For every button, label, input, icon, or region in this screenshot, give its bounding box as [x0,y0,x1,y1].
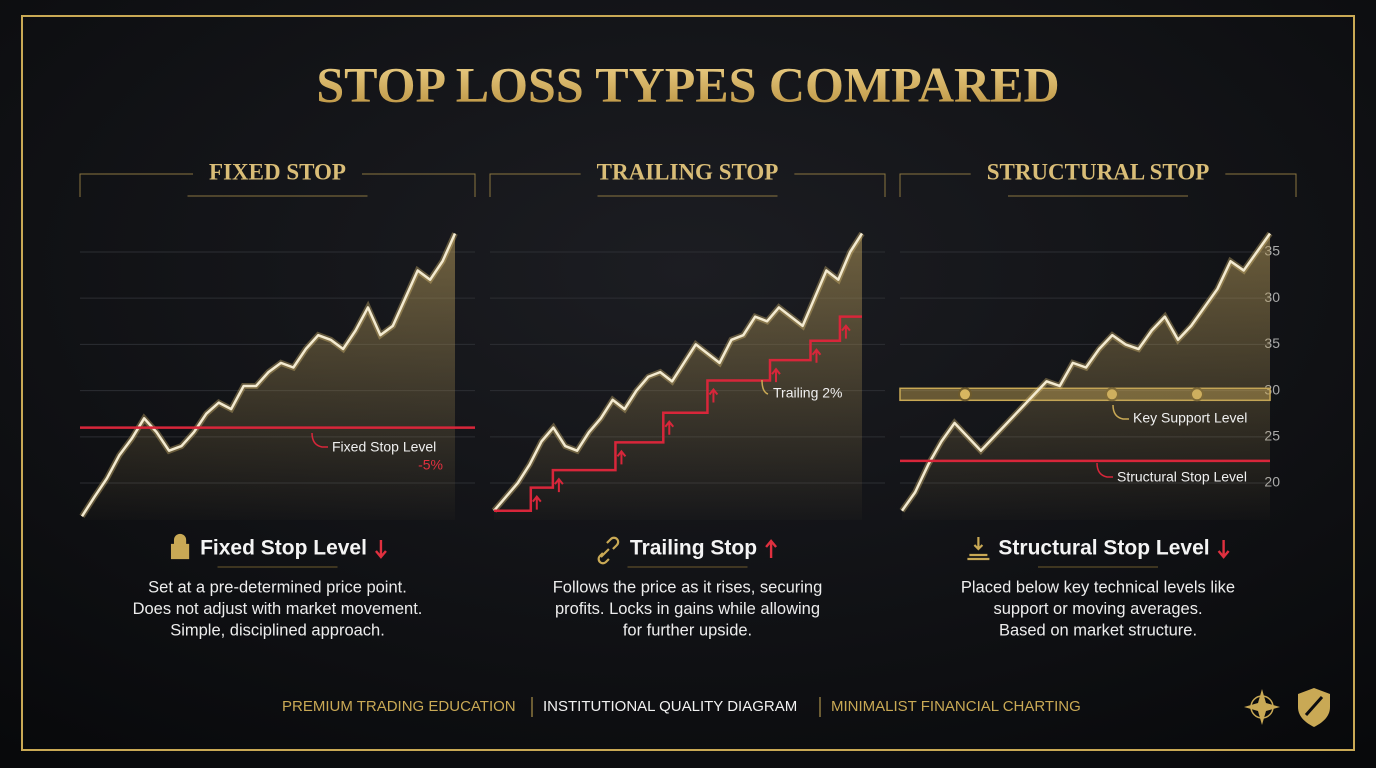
description-line: Follows the price as it rises, securing [553,578,823,596]
annotation: Fixed Stop Level [332,439,436,455]
price-line [80,232,457,517]
annotation-hook [761,379,769,395]
footer: PREMIUM TRADING EDUCATION INSTITUTIONAL … [282,697,1081,717]
heading-icon [967,537,990,561]
trailing-stop [494,315,862,513]
heading-icon [170,533,190,560]
heading-icon [597,536,620,565]
description-line: Set at a pre-determined price point. [148,578,407,596]
price-area [494,233,862,520]
step-arrow [532,495,542,510]
price-line [493,232,864,512]
heading-arrow [1217,540,1230,559]
annotation: Key Support Level [1133,410,1247,426]
heading-arrow [765,539,778,558]
footer-item: PREMIUM TRADING EDUCATION [282,698,516,715]
panel-title: FIXED STOP [209,159,346,184]
price-line [900,232,1272,512]
panel-heading: Trailing Stop [630,537,757,560]
annotation-hook [311,432,328,448]
description-line: for further upside. [623,621,752,639]
header-line [899,173,1297,197]
footer-item: MINIMALIST FINANCIAL CHARTING [831,698,1081,715]
main-title: STOP LOSS TYPES COMPARED [316,56,1059,112]
description-line: profits. Locks in gains while allowing [555,600,820,618]
annotation: Trailing 2% [773,385,843,401]
panel-heading: Structural Stop Level [998,537,1209,560]
panel-heading: Fixed Stop Level [200,537,367,560]
compass-icon [1244,689,1280,725]
header-line [489,173,886,197]
annotation-hook [1112,404,1129,420]
annotation: -5% [418,457,443,473]
annotation: Structural Stop Level [1117,469,1247,485]
step-arrow [708,387,719,403]
shield-icon [1298,688,1330,727]
step-arrow [664,420,675,435]
step-arrow [771,367,781,383]
description-line: Does not adjust with market movement. [133,600,423,618]
header-line [79,173,476,197]
annotation-hook [1096,462,1113,478]
step-arrow [616,449,627,465]
description-line: Simple, disciplined approach. [170,621,385,639]
footer-item: INSTITUTIONAL QUALITY DIAGRAM [543,698,797,715]
description-line: support or moving averages. [993,600,1202,618]
support-touch [958,387,972,402]
price-area [902,233,1270,520]
step-arrow [841,324,851,339]
panel-title: TRAILING STOP [597,159,779,184]
step-arrow [811,348,822,363]
step-arrow [554,477,564,493]
description-line: Placed below key technical levels like [961,578,1235,596]
heading-arrow [375,540,387,559]
description-line: Based on market structure. [999,621,1197,639]
panel-title: STRUCTURAL STOP [987,159,1210,184]
frame [21,15,1355,751]
